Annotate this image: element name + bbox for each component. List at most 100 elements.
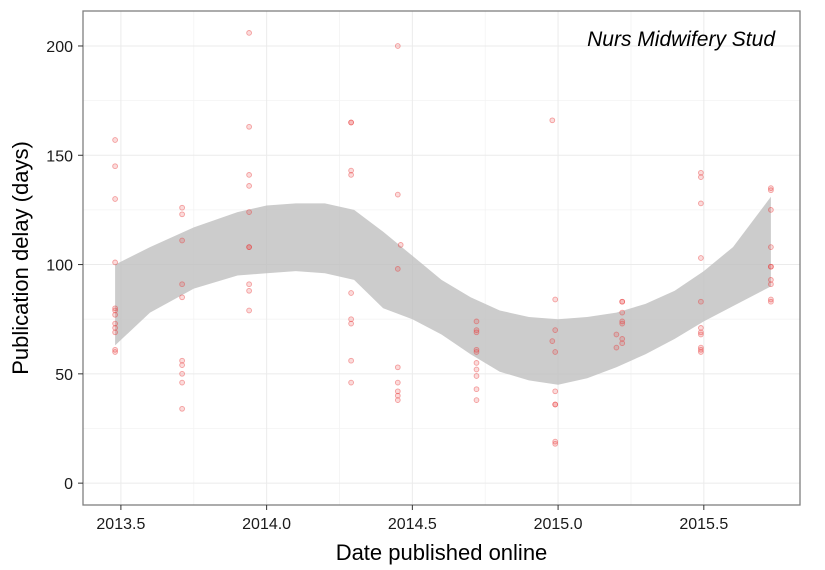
data-point [348, 167, 354, 174]
data-point [473, 346, 480, 353]
data-point [397, 242, 404, 248]
data-point [112, 137, 118, 143]
data-point [698, 174, 704, 180]
data-point [246, 183, 252, 189]
data-point [698, 349, 704, 355]
x-tick-label: 2014.0 [242, 516, 291, 533]
data-point [348, 119, 354, 126]
x-axis: 2013.5 2014.0 2014.5 2015.0 2015.5 [96, 505, 728, 533]
data-point [768, 244, 774, 250]
data-point [619, 298, 626, 305]
data-point [552, 401, 559, 408]
data-point [613, 344, 620, 351]
data-point [348, 357, 354, 364]
data-point [619, 320, 626, 327]
data-point [112, 349, 118, 355]
data-point [473, 360, 480, 366]
data-point [394, 43, 401, 49]
data-point [552, 388, 559, 395]
data-point [246, 287, 252, 294]
data-point [698, 200, 704, 207]
data-point [768, 263, 774, 270]
data-point [613, 331, 620, 338]
data-point [394, 191, 401, 198]
x-tick-label: 2013.5 [96, 516, 145, 533]
data-point [768, 263, 774, 270]
data-point [112, 320, 118, 327]
x-tick-label: 2015.5 [679, 516, 728, 533]
data-point [473, 366, 480, 373]
data-point [768, 185, 774, 191]
data-point [179, 211, 185, 218]
data-point [473, 373, 480, 379]
data-point [246, 209, 252, 215]
data-point [768, 298, 774, 305]
data-point [246, 30, 252, 36]
data-point [246, 172, 252, 178]
data-point [179, 281, 185, 288]
panel-annotation: Nurs Midwifery Stud [587, 28, 776, 51]
data-point [394, 388, 401, 395]
data-point [698, 255, 704, 261]
y-axis-title: Publication delay (days) [8, 141, 33, 375]
data-point [246, 281, 252, 288]
data-point [179, 405, 185, 412]
confidence-band [115, 196, 771, 385]
data-point [112, 329, 118, 336]
data-point [112, 196, 118, 202]
data-point [549, 338, 556, 344]
data-point [112, 311, 118, 318]
data-point [246, 244, 252, 250]
data-point [179, 294, 185, 301]
data-point [698, 346, 704, 353]
data-point [552, 440, 559, 447]
data-point [246, 123, 252, 130]
data-point [394, 266, 401, 272]
data-point [348, 379, 354, 386]
data-point [619, 340, 626, 347]
data-point [768, 207, 774, 213]
data-point [179, 357, 185, 364]
data-point [473, 327, 480, 333]
data-point [473, 397, 480, 403]
data-point [112, 346, 118, 353]
x-tick-label: 2015.0 [534, 516, 583, 533]
data-point [348, 119, 354, 126]
data-point [112, 307, 118, 314]
data-point [348, 290, 354, 296]
data-point [112, 259, 118, 266]
data-point [768, 277, 774, 283]
data-point [619, 336, 626, 342]
data-point [768, 187, 774, 194]
data-points [112, 30, 774, 447]
data-point [112, 325, 118, 331]
data-point [394, 364, 401, 371]
data-point [549, 117, 556, 124]
data-point [768, 296, 774, 303]
data-point [394, 397, 401, 403]
data-point [473, 329, 480, 336]
x-axis-title: Date published online [336, 540, 548, 565]
data-point [112, 163, 118, 170]
data-point [698, 329, 704, 336]
data-point [698, 298, 704, 305]
data-point [552, 349, 559, 355]
data-point [179, 204, 185, 211]
data-point [619, 318, 626, 325]
data-point [394, 392, 401, 399]
data-point [246, 244, 252, 250]
data-point [179, 379, 185, 386]
data-point [698, 331, 704, 338]
data-point [348, 320, 354, 327]
y-axis: 0 50 100 150 200 [46, 39, 83, 493]
data-point [698, 344, 704, 351]
data-point [394, 379, 401, 386]
data-point [619, 298, 626, 305]
data-point [552, 438, 559, 445]
data-point [246, 307, 252, 314]
data-point [179, 237, 185, 244]
data-point [768, 281, 774, 288]
data-point [179, 370, 185, 377]
data-point [348, 316, 354, 323]
